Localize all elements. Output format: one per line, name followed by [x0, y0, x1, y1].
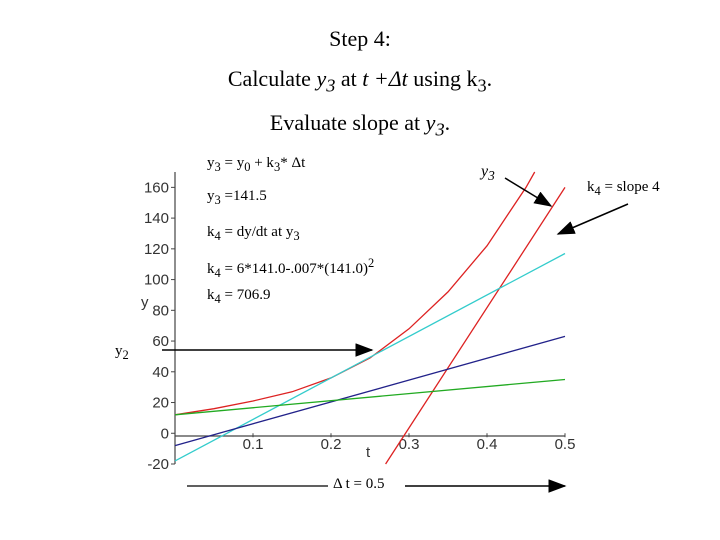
equation-script: 3 [214, 160, 221, 174]
equation-text: k [207, 287, 215, 303]
slope-line [174, 252, 566, 462]
x-tick-label: 0.5 [555, 436, 576, 453]
equation-script: 4 [214, 292, 221, 306]
equation-script: 4 [214, 266, 221, 280]
equation-text: * Δt [280, 155, 306, 171]
equation-text: = y [220, 155, 245, 171]
y2-annotation: y2 [115, 343, 129, 362]
equation-line: k4 = 706.9 [207, 287, 270, 307]
equation-text: = 6*141.0-.007*(141.0) [220, 261, 368, 277]
y-tick-label: 20 [152, 395, 169, 412]
y-tick-label: 60 [152, 333, 169, 350]
y-tick-label: 40 [152, 364, 169, 381]
slope-line [385, 187, 566, 465]
equation-text: k [207, 261, 215, 277]
step-title: Step 4: [329, 26, 391, 51]
equation-script: 3 [293, 229, 300, 243]
slope-line [174, 378, 566, 416]
slope-line [174, 335, 566, 447]
solution-curve [174, 171, 536, 416]
equation-text: y [207, 155, 215, 171]
x-tick-label: 0.2 [321, 436, 342, 453]
equation-line: y3 = y0 + k3* Δt [207, 155, 305, 175]
y-tick-label: 160 [144, 179, 169, 196]
equation-text: =141.5 [220, 188, 267, 204]
equation-script: 0 [244, 160, 251, 174]
equation-line: k4 = dy/dt at y3 [207, 224, 300, 244]
y-tick-label: 120 [144, 241, 169, 258]
equation-script: 3 [273, 160, 281, 174]
equation-script: 2 [367, 256, 375, 270]
calculate-line: Calculate y3 at t +Δt using k3. [227, 66, 493, 96]
equation-script: 4 [214, 229, 221, 243]
y-tick-label: 0 [161, 425, 169, 442]
delta-t-annotation: Δ t = 0.5 [333, 476, 385, 492]
equation-text: = 706.9 [220, 287, 271, 303]
equation-line: y3 =141.5 [207, 188, 267, 208]
equation-text: + k [250, 155, 274, 171]
x-tick-label: 0.1 [243, 436, 264, 453]
k4-arrow [556, 203, 629, 235]
equation-script: 3 [214, 193, 221, 207]
equation-line: k4 = 6*141.0-.007*(141.0)2 [207, 256, 374, 281]
equation-text: = dy/dt at y [220, 224, 294, 240]
y-tick-label: 100 [144, 272, 169, 289]
x-tick-label: 0.4 [477, 436, 498, 453]
x-axis-label: t [366, 444, 371, 461]
y-axis-label: y [141, 294, 149, 311]
equation-text: y [207, 188, 215, 204]
y-tick-label: 140 [144, 210, 169, 227]
y-tick-label: 80 [152, 302, 169, 319]
y-tick-label: -20 [147, 456, 169, 473]
y3-arrow [504, 177, 553, 207]
evaluate-line: Evaluate slope at y3. [269, 110, 451, 140]
x-tick-label: 0.3 [399, 436, 420, 453]
y3-annotation: y3 [481, 163, 495, 184]
equation-text: k [207, 224, 215, 240]
k4-slope-annotation: k4 = slope 4 [587, 179, 660, 198]
